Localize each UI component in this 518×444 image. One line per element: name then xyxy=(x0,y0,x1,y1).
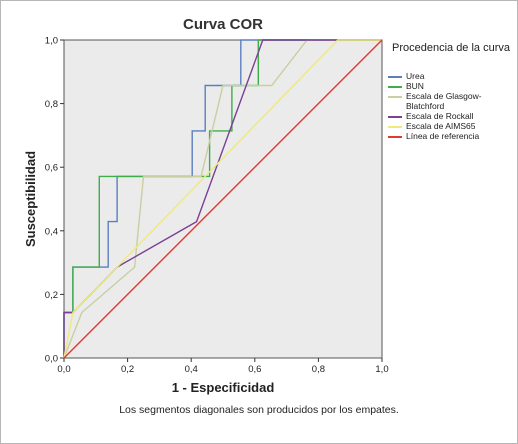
legend-swatch xyxy=(388,116,402,118)
y-tick-label: 0,8 xyxy=(45,99,58,110)
legend-label: Escala de AIMS65 xyxy=(406,121,476,131)
legend-item: Escala de Rockall xyxy=(388,111,516,121)
x-tick-label: 0,0 xyxy=(57,364,70,375)
x-axis-label: 1 - Especificidad xyxy=(172,380,275,395)
series-line-escala-de-aims65 xyxy=(63,39,382,359)
y-tick-label: 0,6 xyxy=(45,163,58,174)
legend-item: Escala de Glasgow-Blatchford xyxy=(388,91,516,111)
legend-swatch xyxy=(388,136,402,138)
legend-label: Escala de Rockall xyxy=(406,111,474,121)
y-axis-label: Susceptibilidad xyxy=(23,151,38,247)
x-tick-label: 0,6 xyxy=(248,364,261,375)
x-tick-label: 1,0 xyxy=(375,364,388,375)
legend-item: Línea de referencia xyxy=(388,131,516,141)
legend-label: Urea xyxy=(406,71,425,81)
chart-footnote: Los segmentos diagonales son producidos … xyxy=(119,404,399,416)
x-tick-label: 0,4 xyxy=(185,364,198,375)
y-tick-label: 0,0 xyxy=(45,354,58,365)
series-line-escala-de-glasgow-blatchford xyxy=(63,39,382,359)
chart-title: Curva COR xyxy=(182,16,264,33)
legend-swatch xyxy=(388,86,402,88)
x-tick-label: 0,8 xyxy=(312,364,325,375)
y-tick-label: 0,2 xyxy=(45,290,58,301)
legend-swatch xyxy=(388,96,402,98)
legend-label: Línea de referencia xyxy=(406,131,480,141)
legend-label: BUN xyxy=(406,81,424,91)
legend-swatch xyxy=(388,76,402,78)
legend-item: BUN xyxy=(388,81,516,91)
x-tick-label: 0,2 xyxy=(121,364,134,375)
series-line-linea-de-referencia xyxy=(63,39,383,359)
legend-item: Urea xyxy=(388,71,516,81)
legend-title: Procedencia de la curva xyxy=(391,42,510,54)
legend-label: Escala de Glasgow-Blatchford xyxy=(406,91,482,111)
y-tick-label: 1,0 xyxy=(45,36,58,47)
legend-item: Escala de AIMS65 xyxy=(388,121,516,131)
legend: Urea BUN Escala de Glasgow-Blatchford Escal… xyxy=(388,71,516,141)
y-tick-label: 0,4 xyxy=(45,226,58,237)
legend-swatch xyxy=(388,126,402,128)
